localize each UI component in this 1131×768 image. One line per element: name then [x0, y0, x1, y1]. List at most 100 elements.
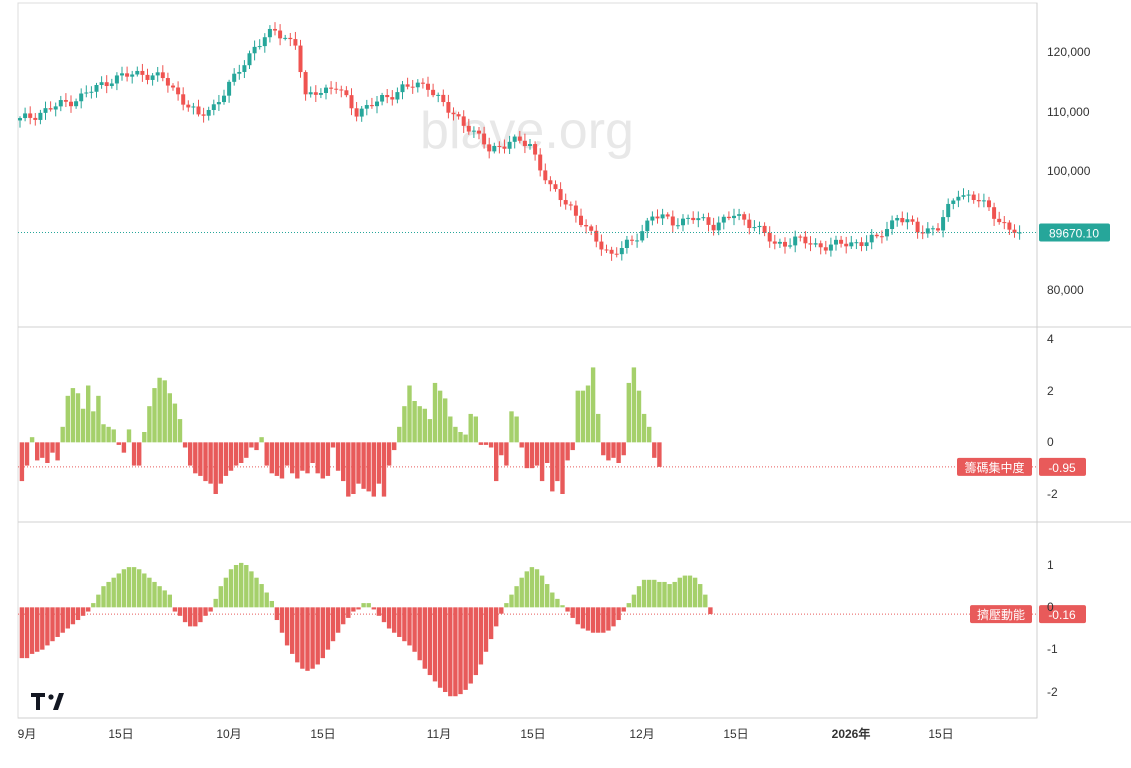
histogram-bar[interactable]: [75, 393, 81, 443]
histogram-bar[interactable]: [101, 424, 106, 443]
histogram-bar[interactable]: [351, 442, 356, 494]
candle[interactable]: [283, 34, 288, 41]
histogram-bar[interactable]: [585, 385, 591, 443]
histogram-bar[interactable]: [443, 607, 448, 692]
histogram-bar[interactable]: [560, 442, 565, 494]
histogram-bar[interactable]: [325, 442, 331, 476]
candle[interactable]: [318, 88, 323, 99]
candle[interactable]: [53, 102, 58, 117]
candle[interactable]: [772, 234, 777, 250]
histogram-bar[interactable]: [698, 584, 703, 608]
histogram-bar[interactable]: [478, 607, 484, 665]
histogram-bar[interactable]: [182, 607, 188, 623]
histogram-bar[interactable]: [381, 607, 387, 623]
histogram-bar[interactable]: [596, 607, 601, 633]
histogram-bar[interactable]: [295, 442, 300, 479]
candle[interactable]: [869, 229, 874, 250]
histogram-bar[interactable]: [555, 598, 560, 608]
histogram-bar[interactable]: [111, 577, 116, 608]
candle[interactable]: [548, 176, 553, 192]
candle[interactable]: [670, 210, 675, 233]
histogram-bar[interactable]: [233, 442, 239, 466]
candle[interactable]: [165, 72, 170, 93]
histogram-bar[interactable]: [65, 395, 70, 443]
histogram-bar[interactable]: [565, 607, 570, 612]
candle[interactable]: [482, 126, 487, 149]
candle[interactable]: [466, 118, 471, 135]
histogram-bar[interactable]: [555, 442, 560, 482]
candle[interactable]: [487, 137, 492, 159]
candle[interactable]: [171, 83, 175, 91]
candle[interactable]: [879, 230, 884, 244]
histogram-bar[interactable]: [65, 607, 70, 629]
histogram-bar[interactable]: [203, 607, 208, 616]
candle[interactable]: [951, 198, 956, 210]
histogram-bar[interactable]: [259, 584, 264, 608]
histogram-bar[interactable]: [458, 432, 463, 443]
histogram-bar[interactable]: [381, 442, 387, 497]
candle[interactable]: [273, 22, 277, 36]
histogram-bar[interactable]: [427, 607, 433, 676]
histogram-bar[interactable]: [626, 603, 631, 608]
histogram-bar[interactable]: [300, 607, 305, 669]
candle[interactable]: [528, 138, 532, 150]
histogram-bar[interactable]: [371, 607, 376, 610]
histogram-bar[interactable]: [50, 442, 55, 453]
histogram-bar[interactable]: [483, 442, 489, 445]
candle[interactable]: [849, 235, 854, 249]
candle[interactable]: [252, 40, 257, 61]
histogram-bar[interactable]: [254, 577, 259, 608]
histogram-bar[interactable]: [580, 390, 586, 443]
histogram-bar[interactable]: [137, 569, 142, 608]
histogram-bar[interactable]: [198, 442, 203, 476]
candle[interactable]: [691, 211, 696, 224]
histogram-bar[interactable]: [473, 607, 478, 676]
candle[interactable]: [125, 66, 130, 82]
histogram-bar[interactable]: [142, 432, 147, 443]
histogram-bar[interactable]: [295, 607, 300, 663]
candle[interactable]: [28, 106, 33, 125]
histogram-bar[interactable]: [524, 442, 529, 469]
histogram-bar[interactable]: [631, 594, 637, 608]
candle[interactable]: [701, 213, 706, 221]
histogram-bar[interactable]: [259, 437, 264, 443]
candle[interactable]: [375, 96, 379, 114]
candle[interactable]: [920, 225, 925, 240]
candle[interactable]: [201, 107, 206, 123]
histogram-bar[interactable]: [392, 442, 397, 451]
candle[interactable]: [349, 88, 354, 116]
histogram-bar[interactable]: [529, 567, 535, 608]
histogram-bar[interactable]: [19, 607, 25, 659]
histogram-bar[interactable]: [96, 594, 101, 608]
histogram-bar[interactable]: [182, 442, 188, 448]
candle[interactable]: [630, 235, 634, 246]
candle[interactable]: [303, 70, 308, 101]
histogram-bar[interactable]: [647, 579, 652, 608]
histogram-bar[interactable]: [626, 382, 631, 443]
histogram-bar[interactable]: [80, 408, 86, 443]
candle[interactable]: [405, 77, 410, 90]
candle[interactable]: [48, 101, 53, 112]
candle[interactable]: [150, 73, 155, 86]
histogram-bar[interactable]: [346, 607, 351, 618]
candle[interactable]: [176, 81, 181, 101]
candle[interactable]: [446, 94, 451, 119]
histogram-bar[interactable]: [657, 442, 662, 467]
histogram-bar[interactable]: [453, 607, 458, 697]
candle[interactable]: [522, 133, 527, 154]
histogram-bar[interactable]: [269, 442, 274, 474]
candle[interactable]: [895, 214, 900, 227]
candle[interactable]: [742, 211, 747, 226]
candle[interactable]: [191, 102, 196, 115]
candle[interactable]: [334, 81, 339, 94]
candle[interactable]: [834, 235, 838, 251]
candle[interactable]: [344, 86, 349, 98]
histogram-bar[interactable]: [386, 607, 392, 629]
histogram-bar[interactable]: [157, 586, 162, 608]
histogram-bar[interactable]: [504, 442, 509, 466]
histogram-bar[interactable]: [417, 607, 422, 661]
histogram-bar[interactable]: [483, 607, 489, 652]
histogram-bar[interactable]: [437, 607, 443, 688]
candle[interactable]: [145, 68, 150, 85]
candle[interactable]: [385, 89, 390, 104]
